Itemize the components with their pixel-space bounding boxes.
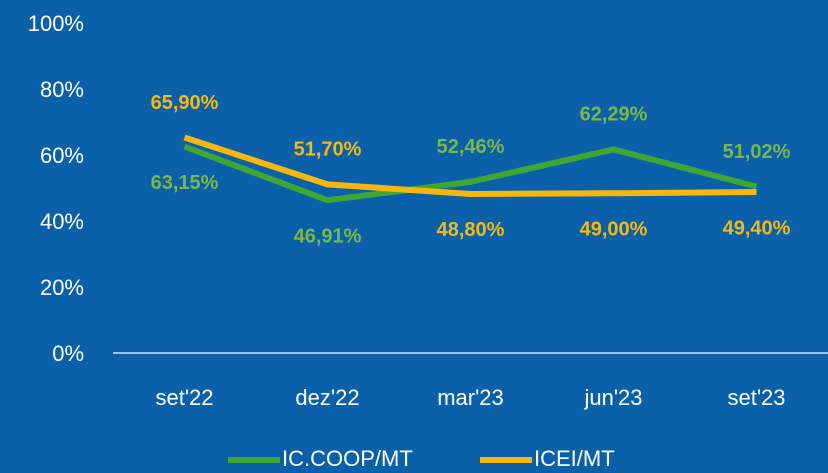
series-line (183, 134, 757, 197)
legend-label: IC.COOP/MT (282, 446, 413, 471)
x-tick-label: set'22 (155, 385, 213, 410)
data-label: 48,80% (437, 219, 505, 241)
x-tick-label: mar'23 (437, 385, 504, 410)
data-label: 65,90% (151, 92, 219, 114)
y-tick-label: 60% (40, 143, 84, 168)
y-tick-label: 0% (52, 341, 84, 366)
data-label: 63,15% (151, 172, 219, 194)
x-tick-label: dez'22 (295, 385, 359, 410)
series-line (183, 143, 758, 204)
legend-label: ICEI/MT (534, 446, 615, 471)
x-tick-label: jun'23 (583, 385, 642, 410)
data-label: 49,00% (580, 219, 648, 241)
y-tick-label: 100% (28, 11, 84, 36)
data-label: 62,29% (580, 104, 648, 126)
data-label: 49,40% (723, 217, 791, 239)
y-tick-label: 40% (40, 209, 84, 234)
y-tick-label: 80% (40, 77, 84, 102)
y-tick-label: 20% (40, 275, 84, 300)
x-tick-label: set'23 (727, 385, 785, 410)
data-label: 52,46% (437, 136, 505, 158)
data-label: 46,91% (294, 225, 362, 247)
data-label: 51,70% (294, 139, 362, 161)
data-label: 51,02% (723, 141, 791, 163)
